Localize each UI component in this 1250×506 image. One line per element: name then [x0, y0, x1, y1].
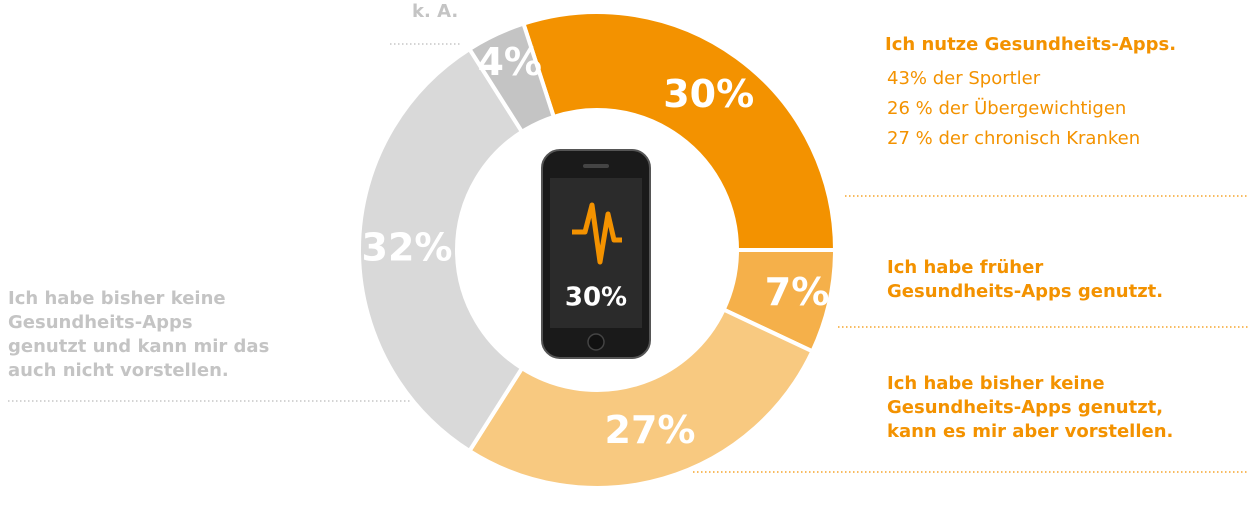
value-label: 30% — [663, 72, 754, 116]
value-label: 7% — [765, 270, 830, 314]
donut-slice — [466, 21, 557, 135]
annotation: 43% der Sportler — [887, 68, 1041, 89]
annotation: 26 % der Übergewichtigen — [887, 98, 1127, 119]
category-label: Ich habe bisher keine Gesundheits-Apps g… — [8, 288, 270, 381]
center-label: 30% — [565, 283, 627, 313]
donut-slice — [520, 10, 838, 252]
category-label: Ich habe früher Gesundheits-Apps genutzt… — [887, 257, 1164, 302]
donut: 30% 7% 27% 32% 4% — [357, 10, 838, 490]
value-label: 32% — [362, 226, 453, 270]
category-label: k. A. — [412, 1, 459, 22]
phone: 30% — [541, 149, 651, 359]
value-label: 4% — [477, 40, 542, 84]
donut-slice — [466, 306, 816, 490]
category-label: Ich habe bisher keine Gesundheits-Apps g… — [887, 373, 1174, 442]
category-label: Ich nutze Gesundheits-Apps. — [885, 34, 1177, 55]
donut-slice — [357, 46, 525, 454]
value-label: 27% — [605, 408, 696, 452]
annotation: 27 % der chronisch Kranken — [887, 128, 1141, 149]
